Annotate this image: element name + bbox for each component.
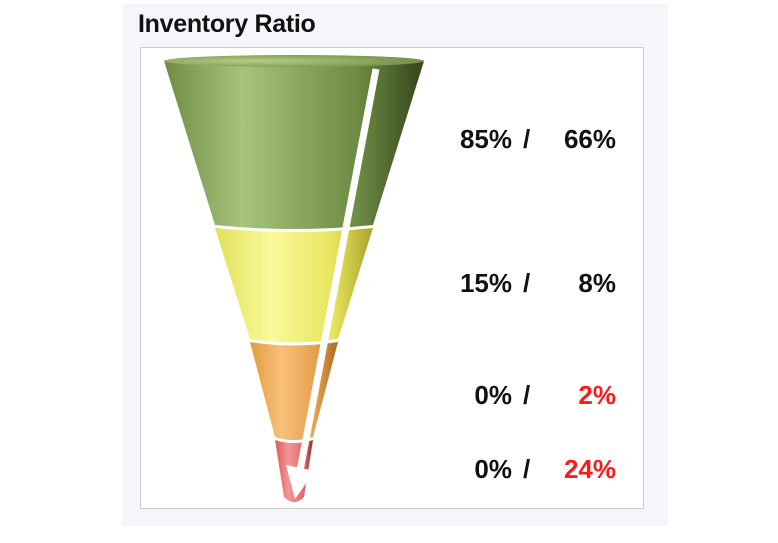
funnel-top-ellipse bbox=[164, 55, 424, 67]
stage-3-separator: / bbox=[523, 380, 531, 410]
stage-2-value-b: 8% bbox=[578, 268, 616, 298]
stage-1-separator: / bbox=[523, 124, 531, 154]
stage-4-value-b: 24% bbox=[563, 454, 616, 484]
funnel-stage-1 bbox=[164, 61, 424, 229]
arrow-shaft bbox=[296, 68, 380, 472]
stage-1-value-a: 85% bbox=[459, 124, 512, 154]
arrow-head bbox=[286, 465, 315, 499]
funnel-chart bbox=[164, 55, 424, 502]
stage-1-values: 85% / 66% bbox=[430, 124, 620, 158]
stage-3-values: 0% / 2% bbox=[430, 380, 620, 414]
stage-3-value-a: 0% bbox=[474, 380, 512, 410]
stage-4-value-a: 0% bbox=[474, 454, 512, 484]
stage-2-value-a: 15% bbox=[459, 268, 512, 298]
stage-2-separator: / bbox=[523, 268, 531, 298]
stage-4-separator: / bbox=[523, 454, 531, 484]
stage-4-values: 0% / 24% bbox=[430, 454, 620, 488]
funnel-stage-2 bbox=[215, 228, 373, 343]
funnel-stage-3 bbox=[250, 342, 338, 440]
stage-2-values: 15% / 8% bbox=[430, 268, 620, 302]
stage-1-value-b: 66% bbox=[563, 124, 616, 154]
stage-3-value-b: 2% bbox=[578, 380, 616, 410]
chart-title: Inventory Ratio bbox=[138, 10, 316, 38]
